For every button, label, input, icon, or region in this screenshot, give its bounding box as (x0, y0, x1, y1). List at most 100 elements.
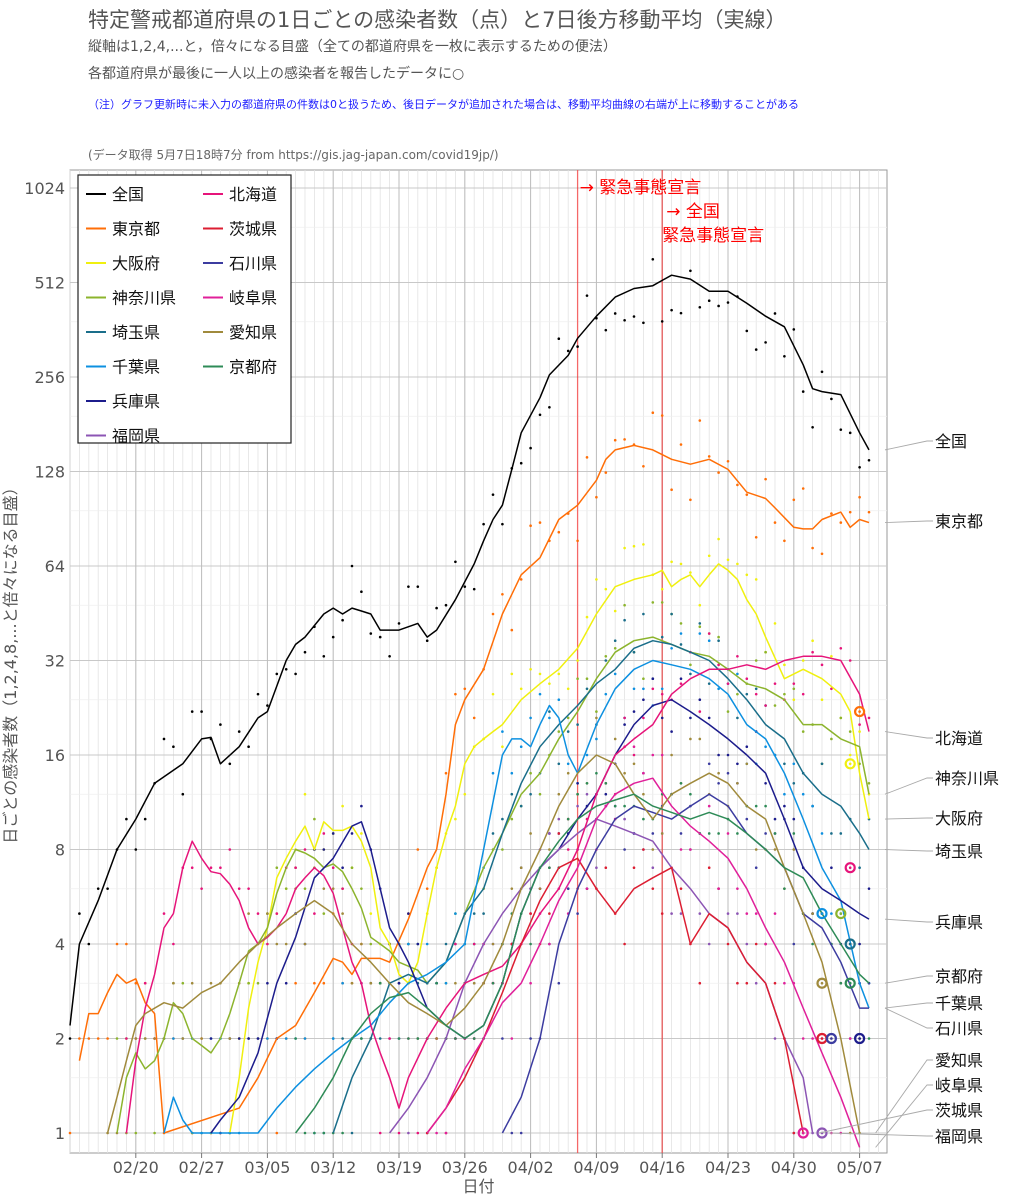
daily-point (162, 737, 166, 741)
label-leader (884, 817, 933, 820)
daily-point (754, 804, 758, 808)
x-tick-label: 04/09 (573, 1158, 619, 1177)
legend-label: 愛知県 (229, 323, 277, 342)
daily-point (830, 397, 833, 401)
daily-point (623, 942, 626, 946)
daily-point (726, 942, 730, 946)
legend-label: 茨城県 (229, 220, 277, 239)
daily-point (867, 716, 871, 720)
daily-point (839, 521, 843, 524)
daily-point (632, 762, 636, 766)
daily-point (604, 587, 608, 591)
daily-point (172, 745, 175, 749)
daily-point (228, 848, 232, 851)
daily-point (275, 942, 279, 946)
last-report-marker (816, 907, 828, 920)
daily-point (397, 1037, 401, 1040)
daily-point (651, 832, 655, 835)
daily-point (773, 622, 777, 625)
daily-point (707, 832, 711, 835)
daily-point (350, 981, 354, 985)
daily-point (519, 1131, 523, 1135)
daily-point (689, 737, 692, 741)
label-leader (884, 440, 933, 451)
daily-point (858, 723, 861, 726)
daily-point (792, 1131, 796, 1135)
series-line-岐阜県 (426, 777, 861, 1148)
last-report-marker-dot (848, 981, 852, 985)
daily-point (848, 510, 852, 514)
daily-point (792, 762, 796, 766)
daily-point (454, 1037, 457, 1040)
series-line-石川県 (501, 793, 869, 1134)
daily-point (801, 692, 805, 696)
daily-point (642, 321, 645, 325)
daily-point (510, 792, 514, 796)
y-tick-label: 1024 (24, 179, 65, 198)
daily-point (830, 512, 833, 515)
daily-point (548, 710, 551, 713)
daily-point (613, 804, 617, 808)
daily-point (435, 981, 438, 985)
daily-point (745, 981, 749, 985)
daily-point (745, 493, 749, 496)
daily-point (792, 848, 796, 851)
daily-point (745, 677, 749, 681)
daily-point (792, 832, 796, 835)
daily-point (519, 687, 523, 691)
last-report-marker-dot (848, 762, 852, 766)
daily-point (585, 887, 589, 891)
x-axis-label: 日付 (462, 1177, 494, 1196)
daily-point (642, 792, 645, 796)
daily-point (247, 981, 250, 985)
daily-point (736, 672, 739, 676)
label-leader (884, 1002, 933, 1009)
daily-point (341, 887, 344, 891)
last-report-marker-dot (848, 866, 852, 870)
daily-point (726, 301, 730, 304)
daily-point (792, 682, 796, 685)
daily-point (576, 804, 579, 808)
daily-point (284, 887, 288, 891)
label-leader (828, 1132, 933, 1137)
daily-point (341, 1037, 344, 1040)
daily-point (228, 1037, 232, 1040)
daily-point (87, 942, 91, 946)
daily-point (754, 866, 758, 870)
daily-point (773, 817, 777, 821)
daily-point (576, 539, 579, 543)
daily-point (689, 848, 692, 851)
daily-point (566, 716, 570, 720)
daily-point (501, 817, 504, 821)
daily-point (792, 817, 796, 821)
daily-point (548, 716, 551, 720)
last-report-marker (853, 705, 866, 718)
data-source: (データ取得 5月7日18時7分 from https://gis.jag-ja… (88, 148, 499, 162)
daily-point (642, 464, 645, 468)
daily-point (548, 912, 551, 915)
y-tick-label: 128 (34, 463, 65, 482)
daily-point (87, 1037, 91, 1040)
daily-point (369, 981, 373, 985)
daily-point (369, 912, 373, 915)
daily-point (623, 817, 626, 821)
series-line-大阪府 (229, 563, 870, 1134)
daily-point (679, 682, 683, 685)
daily-point (783, 762, 786, 766)
daily-point (604, 655, 608, 658)
daily-point (632, 687, 636, 691)
daily-point (773, 312, 777, 315)
daily-point (754, 942, 758, 946)
daily-point (745, 745, 749, 749)
daily-point (501, 522, 504, 526)
daily-point (867, 887, 871, 891)
daily-point (510, 628, 514, 632)
daily-point (830, 737, 833, 741)
daily-point (548, 866, 551, 870)
legend-label: 神奈川県 (112, 289, 176, 308)
daily-point (754, 692, 758, 696)
daily-point (783, 663, 786, 667)
daily-point (557, 832, 561, 835)
end-label-岐阜県: 岐阜県 (935, 1076, 983, 1095)
daily-point (519, 804, 523, 808)
